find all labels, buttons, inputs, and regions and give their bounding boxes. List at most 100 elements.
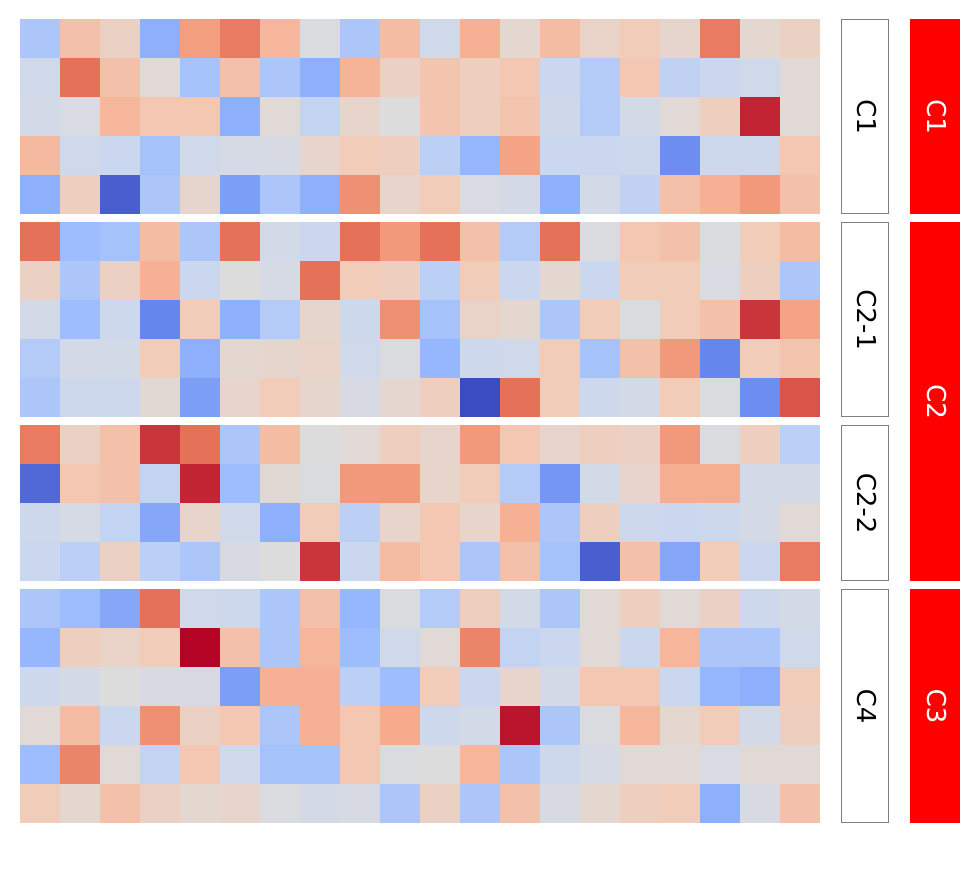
heatmap-cell <box>100 339 140 378</box>
heatmap-cell <box>100 628 140 667</box>
heatmap-cell <box>380 503 420 542</box>
heatmap-cell <box>700 175 740 214</box>
heatmap-cell <box>740 136 780 175</box>
heatmap-cell <box>540 175 580 214</box>
heatmap-cell <box>300 175 340 214</box>
heatmap-cell <box>780 175 820 214</box>
heatmap-cell <box>740 97 780 136</box>
heatmap-cell <box>660 667 700 706</box>
heatmap-cell <box>500 97 540 136</box>
heatmap-cell <box>260 784 300 823</box>
heatmap-cell <box>500 222 540 261</box>
heatmap-cell <box>580 425 620 464</box>
heatmap-cell <box>300 19 340 58</box>
heatmap-cell <box>540 464 580 503</box>
heatmap-cell <box>180 339 220 378</box>
heatmap-cell <box>780 300 820 339</box>
heatmap-cell <box>60 261 100 300</box>
heatmap-cell <box>140 542 180 581</box>
heatmap-cell <box>500 589 540 628</box>
heatmap-cell <box>140 339 180 378</box>
heatmap-cell <box>220 300 260 339</box>
heatmap-cell <box>100 464 140 503</box>
heatmap-cell <box>380 784 420 823</box>
heatmap-cell <box>20 425 60 464</box>
heatmap-cell <box>220 628 260 667</box>
heatmap-cell <box>700 300 740 339</box>
heatmap-cell <box>780 261 820 300</box>
heatmap-cell <box>460 261 500 300</box>
heatmap-cell <box>260 706 300 745</box>
heatmap-cell <box>140 136 180 175</box>
heatmap-cell <box>500 503 540 542</box>
heatmap-cell <box>540 628 580 667</box>
heatmap-cell <box>780 464 820 503</box>
heatmap-cell <box>660 19 700 58</box>
heatmap-cell <box>140 19 180 58</box>
heatmap-cell <box>460 503 500 542</box>
heatmap-cell <box>340 378 380 417</box>
heatmap-cell <box>660 175 700 214</box>
heatmap-cell <box>700 745 740 784</box>
heatmap-cell <box>540 378 580 417</box>
heatmap-cell <box>180 175 220 214</box>
heatmap-cell <box>620 542 660 581</box>
heatmap-cell <box>660 97 700 136</box>
heatmap-cell <box>100 58 140 97</box>
heatmap-cell <box>220 464 260 503</box>
heatmap-cell <box>380 58 420 97</box>
heatmap-cell <box>420 378 460 417</box>
row-group-label-box <box>841 425 889 581</box>
heatmap-cell <box>460 136 500 175</box>
heatmap-cell <box>140 300 180 339</box>
heatmap-cell <box>660 339 700 378</box>
heatmap-cell <box>500 542 540 581</box>
heatmap-cell <box>460 464 500 503</box>
heatmap-cell <box>700 503 740 542</box>
heatmap-cell <box>180 19 220 58</box>
heatmap-cell <box>460 300 500 339</box>
heatmap-cell <box>60 667 100 706</box>
heatmap-cell <box>140 706 180 745</box>
heatmap-cell <box>740 464 780 503</box>
heatmap-cell <box>20 136 60 175</box>
heatmap-cell <box>500 378 540 417</box>
heatmap-cell <box>260 667 300 706</box>
heatmap-cell <box>20 706 60 745</box>
outer-group-band <box>910 222 960 581</box>
heatmap-cell <box>620 745 660 784</box>
heatmap-cell <box>180 503 220 542</box>
heatmap-cell <box>780 222 820 261</box>
heatmap-cell <box>260 19 300 58</box>
heatmap-cell <box>60 175 100 214</box>
heatmap-cell <box>380 300 420 339</box>
heatmap-cell <box>60 339 100 378</box>
heatmap-cell <box>620 464 660 503</box>
heatmap-cell <box>180 97 220 136</box>
heatmap-cell <box>740 667 780 706</box>
heatmap-cell <box>340 300 380 339</box>
heatmap-cell <box>740 175 780 214</box>
heatmap-cell <box>100 175 140 214</box>
outer-group-band <box>910 19 960 214</box>
heatmap-cell <box>740 19 780 58</box>
heatmap-cell <box>660 261 700 300</box>
heatmap-cell <box>340 628 380 667</box>
heatmap-cell <box>420 667 460 706</box>
heatmap-cell <box>60 464 100 503</box>
heatmap-cell <box>460 19 500 58</box>
heatmap-cell <box>340 464 380 503</box>
heatmap-cell <box>140 425 180 464</box>
heatmap-cell <box>420 261 460 300</box>
heatmap-cell <box>100 300 140 339</box>
heatmap-cell <box>20 222 60 261</box>
heatmap-cell <box>460 339 500 378</box>
heatmap-cell <box>180 222 220 261</box>
heatmap-cell <box>620 261 660 300</box>
heatmap-cell <box>460 378 500 417</box>
heatmap-cell <box>300 706 340 745</box>
heatmap-cell <box>220 784 260 823</box>
heatmap-cell <box>420 464 460 503</box>
heatmap-cell <box>380 464 420 503</box>
